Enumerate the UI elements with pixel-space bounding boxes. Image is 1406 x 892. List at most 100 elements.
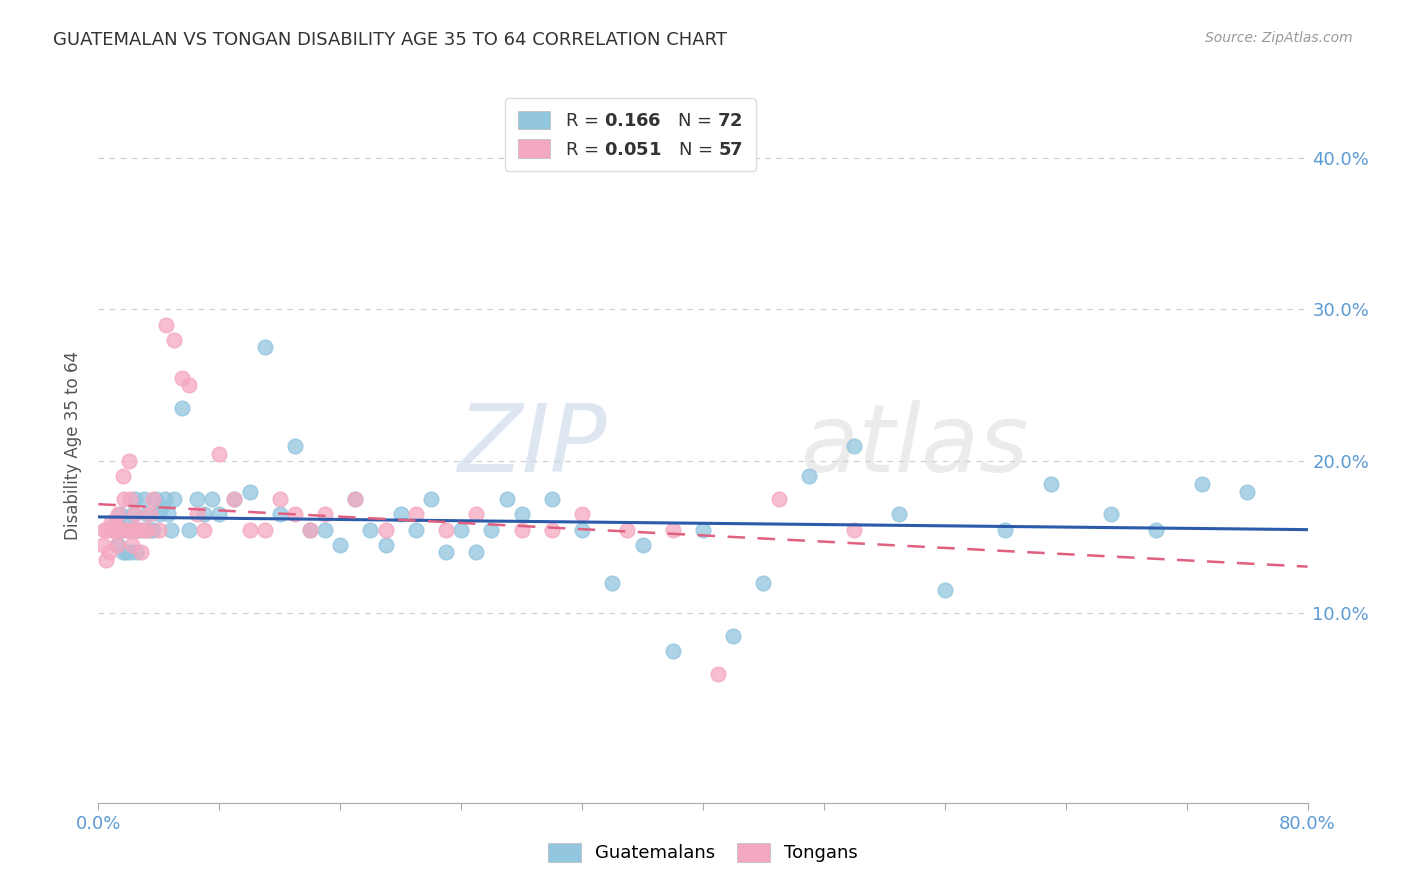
Point — [129, 523, 152, 537]
Point — [155, 318, 177, 332]
Point — [602, 575, 624, 590]
Point — [844, 439, 866, 453]
Point — [135, 523, 157, 537]
Point — [239, 523, 262, 537]
Point — [124, 508, 146, 522]
Point — [510, 523, 533, 537]
Point — [661, 644, 683, 658]
Point — [148, 523, 170, 537]
Point — [120, 492, 142, 507]
Point — [201, 492, 224, 507]
Point — [752, 575, 775, 590]
Point — [434, 523, 457, 537]
Point — [481, 523, 503, 537]
Point — [571, 523, 593, 537]
Point — [163, 333, 186, 347]
Point — [120, 545, 142, 559]
Point — [661, 523, 683, 537]
Point — [284, 439, 307, 453]
Point — [153, 492, 176, 507]
Point — [96, 523, 118, 537]
Point — [103, 523, 125, 537]
Point — [121, 523, 143, 537]
Point — [994, 523, 1017, 537]
Text: GUATEMALAN VS TONGAN DISABILITY AGE 35 TO 64 CORRELATION CHART: GUATEMALAN VS TONGAN DISABILITY AGE 35 T… — [53, 31, 727, 49]
Point — [1236, 484, 1258, 499]
Point — [723, 629, 745, 643]
Point — [465, 508, 488, 522]
Point — [91, 538, 114, 552]
Point — [797, 469, 820, 483]
Point — [124, 492, 146, 507]
Point — [208, 447, 231, 461]
Y-axis label: Disability Age 35 to 64: Disability Age 35 to 64 — [65, 351, 83, 541]
Point — [112, 515, 135, 529]
Point — [127, 523, 149, 537]
Legend: Guatemalans, Tongans: Guatemalans, Tongans — [541, 836, 865, 870]
Point — [314, 523, 336, 537]
Point — [239, 484, 262, 499]
Point — [360, 523, 382, 537]
Point — [100, 515, 122, 529]
Point — [269, 508, 291, 522]
Point — [186, 508, 208, 522]
Point — [186, 492, 208, 507]
Point — [108, 523, 131, 537]
Point — [114, 523, 136, 537]
Point — [540, 523, 562, 537]
Point — [145, 492, 167, 507]
Point — [110, 523, 132, 537]
Point — [450, 523, 472, 537]
Text: atlas: atlas — [800, 401, 1028, 491]
Text: ZIP: ZIP — [457, 401, 606, 491]
Point — [889, 508, 911, 522]
Point — [127, 523, 149, 537]
Point — [111, 469, 134, 483]
Point — [707, 666, 730, 681]
Point — [142, 492, 165, 507]
Point — [118, 523, 141, 537]
Point — [208, 508, 231, 522]
Point — [253, 523, 276, 537]
Point — [269, 492, 291, 507]
Point — [121, 538, 143, 552]
Point — [193, 508, 215, 522]
Point — [616, 523, 638, 537]
Point — [1191, 477, 1213, 491]
Point — [139, 523, 162, 537]
Point — [510, 508, 533, 522]
Point — [1144, 523, 1167, 537]
Point — [118, 454, 141, 468]
Point — [179, 378, 201, 392]
Point — [101, 523, 124, 537]
Point — [139, 508, 162, 522]
Point — [314, 508, 336, 522]
Point — [108, 508, 131, 522]
Point — [495, 492, 517, 507]
Point — [170, 401, 193, 415]
Point — [112, 492, 135, 507]
Legend: R = $\bf{0.166}$   N = $\bf{72}$, R = $\bf{0.051}$   N = $\bf{57}$: R = $\bf{0.166}$ N = $\bf{72}$, R = $\bf… — [505, 98, 755, 171]
Point — [105, 538, 128, 552]
Point — [631, 538, 654, 552]
Text: Source: ZipAtlas.com: Source: ZipAtlas.com — [1205, 31, 1353, 45]
Point — [94, 553, 117, 567]
Point — [405, 523, 427, 537]
Point — [540, 492, 562, 507]
Point — [224, 492, 246, 507]
Point — [465, 545, 488, 559]
Point — [105, 515, 128, 529]
Point — [107, 508, 129, 522]
Point — [163, 492, 186, 507]
Point — [122, 523, 145, 537]
Point — [115, 523, 138, 537]
Point — [299, 523, 322, 537]
Point — [329, 538, 352, 552]
Point — [284, 508, 307, 522]
Point — [344, 492, 367, 507]
Point — [1039, 477, 1062, 491]
Point — [170, 370, 193, 384]
Point — [405, 508, 427, 522]
Point — [125, 545, 148, 559]
Point — [148, 508, 170, 522]
